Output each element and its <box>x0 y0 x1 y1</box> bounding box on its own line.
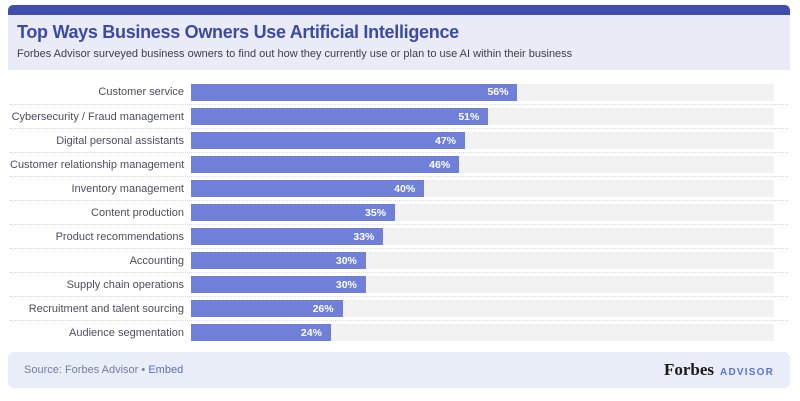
chart-footer: Source: Forbes Advisor • Embed Forbes AD… <box>8 352 790 388</box>
category-label: Inventory management <box>71 182 184 195</box>
value-label: 51% <box>458 110 480 123</box>
value-label: 40% <box>394 182 416 195</box>
bar-track: 30% <box>191 252 774 269</box>
table-row: Product recommendations 33% <box>10 224 788 248</box>
table-row: Customer relationship management 46% <box>10 152 788 176</box>
bar-track: 30% <box>191 276 774 293</box>
value-label: 56% <box>487 86 509 98</box>
category-label: Audience segmentation <box>69 326 184 339</box>
value-label: 46% <box>429 158 451 171</box>
value-label: 30% <box>335 254 357 267</box>
table-row: Recruitment and talent sourcing 26% <box>10 296 788 320</box>
page-title: Top Ways Business Owners Use Artificial … <box>17 22 459 42</box>
value-bar: 35% <box>191 204 396 221</box>
value-bar: 40% <box>191 180 425 197</box>
category-label: Content production <box>91 206 184 219</box>
category-label: Customer service <box>98 86 184 98</box>
bar-track: 46% <box>191 156 774 173</box>
table-row: Customer service 56% <box>10 80 788 104</box>
bar-track: 47% <box>191 132 774 149</box>
category-label: Recruitment and talent sourcing <box>28 302 184 315</box>
chart-card: Top Ways Business Owners Use Artificial … <box>8 5 790 388</box>
value-bar: 24% <box>191 324 331 341</box>
value-bar: 30% <box>191 252 366 269</box>
table-row: Inventory management 40% <box>10 176 788 200</box>
forbes-wordmark: Forbes <box>663 360 715 379</box>
bar-track: 56% <box>191 83 774 101</box>
category-label: Product recommendations <box>55 230 184 243</box>
value-bar: 26% <box>191 300 343 317</box>
value-label: 47% <box>434 134 456 147</box>
value-bar: 30% <box>191 276 366 293</box>
embed-link[interactable]: Embed <box>148 364 184 376</box>
value-label: 33% <box>353 230 375 243</box>
top-accent-bar <box>8 5 790 15</box>
category-label: Cybersecurity / Fraud management <box>11 110 184 123</box>
bar-track: 33% <box>191 228 774 245</box>
category-label: Digital personal assistants <box>56 134 184 147</box>
advisor-wordmark: ADVISOR <box>720 367 774 378</box>
chart-header: Top Ways Business Owners Use Artificial … <box>8 15 790 70</box>
table-row: Audience segmentation 24% <box>10 320 788 344</box>
value-label: 30% <box>335 278 357 291</box>
table-row: Content production 35% <box>10 200 788 224</box>
bar-track: 24% <box>191 324 774 341</box>
forbes-advisor-logo[interactable]: Forbes ADVISOR <box>664 360 774 380</box>
value-label: 35% <box>365 206 387 219</box>
source-separator: • <box>141 364 146 376</box>
table-row: Accounting 30% <box>10 248 788 272</box>
bar-chart: Customer service 56% Cybersecurity / Fraud… <box>8 70 790 346</box>
bar-track: 51% <box>191 108 774 125</box>
table-row: Digital personal assistants 47% <box>10 128 788 152</box>
bar-track: 40% <box>191 180 774 197</box>
value-bar: 46% <box>191 156 460 173</box>
table-row: Supply chain operations 30% <box>10 272 788 296</box>
source-prefix: Source: Forbes Advisor <box>24 364 139 376</box>
table-row: Cybersecurity / Fraud management 51% <box>10 104 788 128</box>
value-bar: 56% <box>191 83 518 101</box>
category-label: Customer relationship management <box>10 158 185 171</box>
bar-track: 35% <box>191 204 774 221</box>
value-label: 26% <box>312 302 334 315</box>
source-text: Source: Forbes Advisor • Embed <box>24 364 183 376</box>
value-bar: 33% <box>191 228 384 245</box>
bar-track: 26% <box>191 300 774 317</box>
page-subtitle: Forbes Advisor surveyed business owners … <box>17 48 573 60</box>
value-bar: 47% <box>191 132 465 149</box>
value-bar: 51% <box>191 108 489 125</box>
category-label: Supply chain operations <box>66 278 184 291</box>
category-label: Accounting <box>129 254 184 267</box>
value-label: 24% <box>300 326 322 339</box>
